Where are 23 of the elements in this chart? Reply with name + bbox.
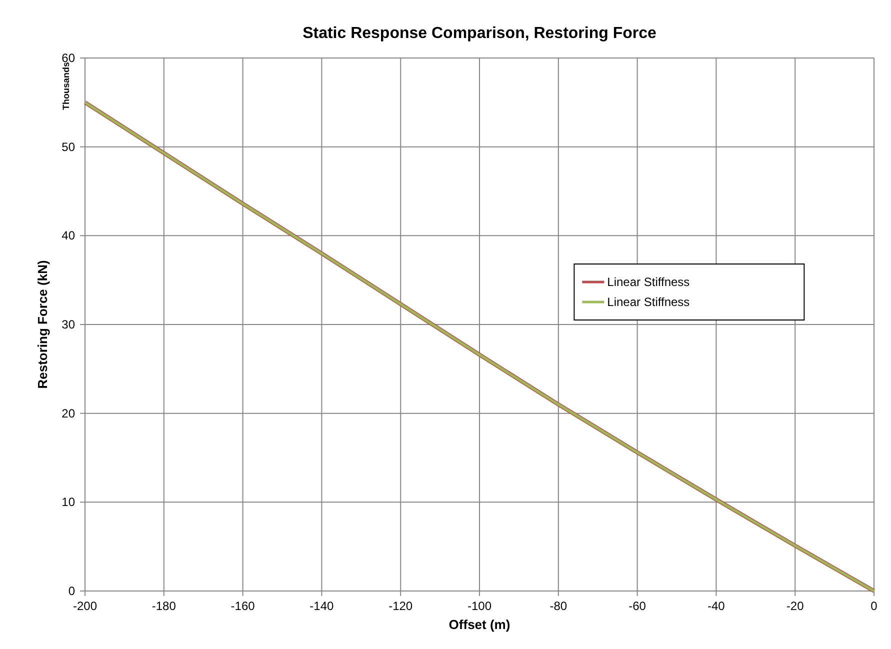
x-tick-label: -160	[230, 599, 256, 613]
x-tick-label: -120	[388, 599, 413, 613]
x-tick-label: -200	[72, 599, 98, 613]
x-tick-label: -40	[708, 599, 726, 613]
x-tick-label: -60	[628, 599, 646, 613]
y-tick-label: 40	[62, 228, 76, 243]
x-tick-label: -140	[310, 599, 334, 613]
x-tick-label: -100	[467, 599, 492, 613]
x-tick-label: -180	[152, 599, 176, 613]
y-tick-label: 20	[62, 406, 76, 420]
y-tick-label: 30	[62, 318, 76, 332]
legend-label: Linear Stiffness	[607, 295, 690, 309]
legend-label: Linear Stiffness	[607, 275, 690, 289]
text: Thousands	[61, 62, 71, 110]
y-tick-label: 50	[62, 140, 76, 154]
y-tick-label: 0	[68, 584, 76, 598]
x-axis-title: Offset (m)	[448, 617, 510, 632]
y-tick-label: 10	[62, 495, 76, 510]
chart-title: Static Response Comparison, Restoring Force	[302, 25, 657, 42]
x-tick-label: -80	[550, 599, 568, 613]
x-tick-label: 0	[870, 599, 878, 613]
x-tick-label: -20	[786, 599, 804, 613]
y-axis-title: Restoring Force (kN)	[35, 260, 50, 389]
